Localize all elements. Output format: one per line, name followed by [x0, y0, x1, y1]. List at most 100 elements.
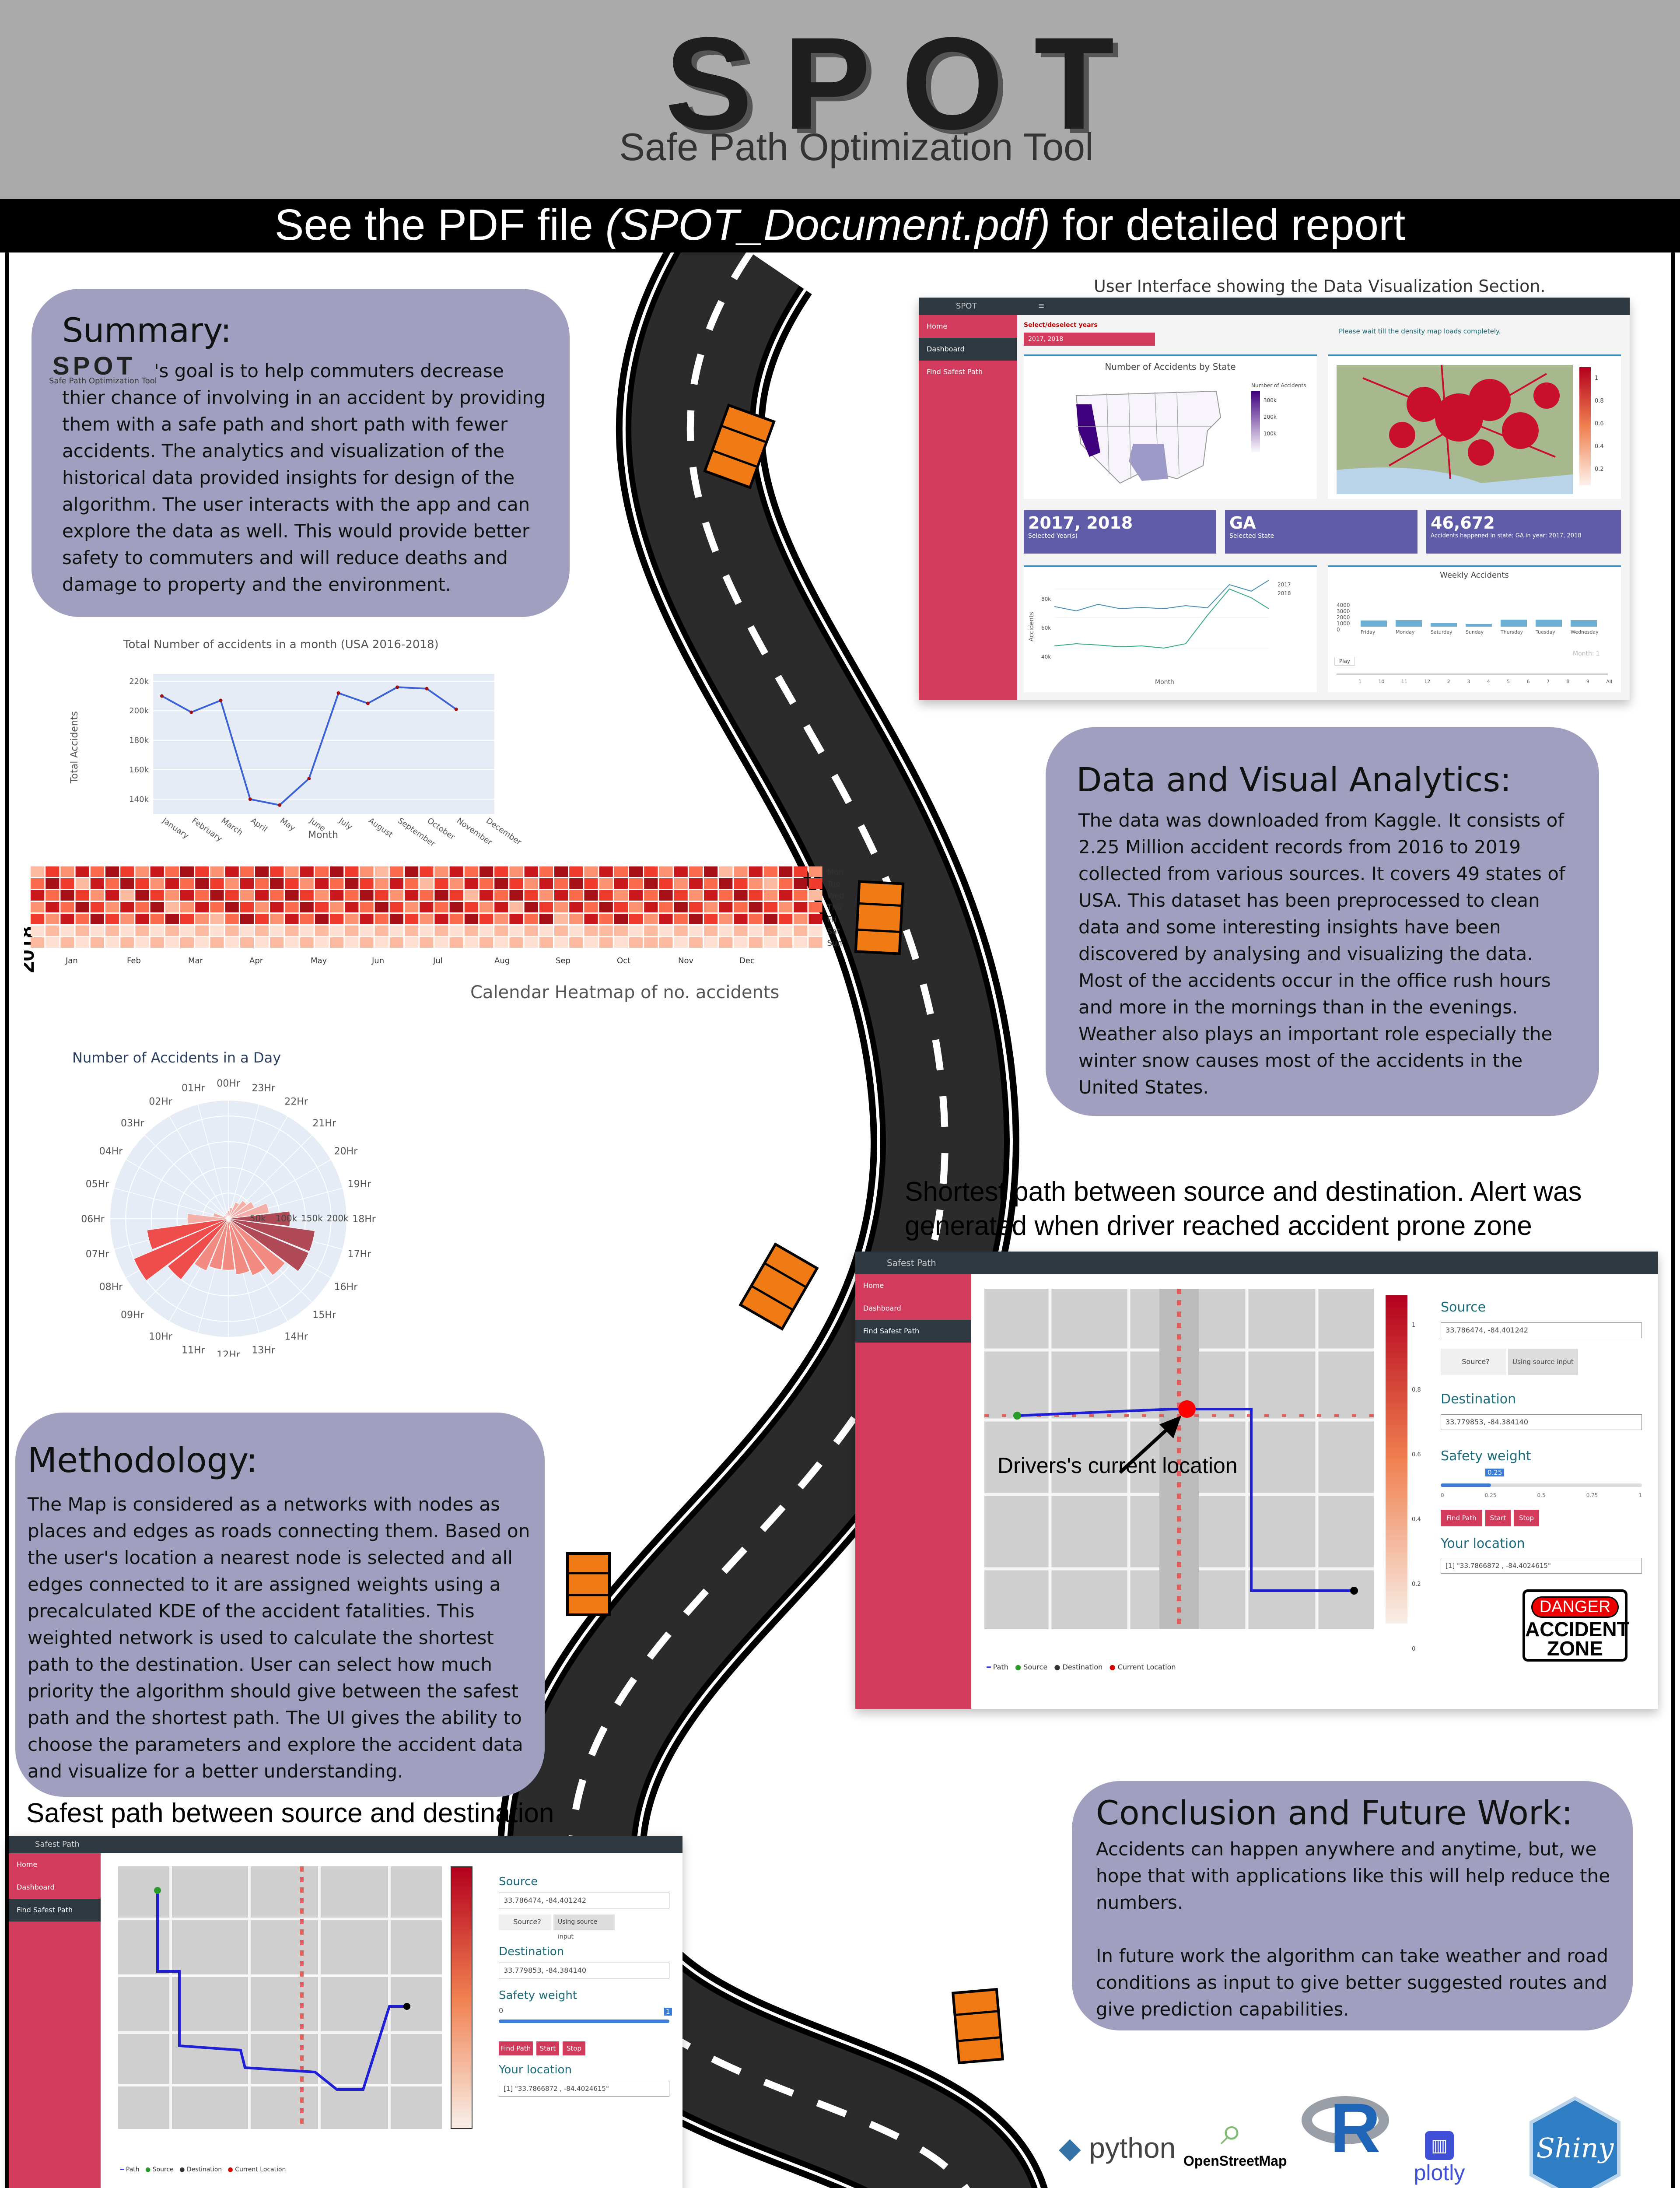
heatmap-cell: [255, 902, 269, 912]
heatmap-cell: [734, 914, 748, 924]
heatmap-cell: [659, 926, 673, 936]
shortest-nav-find[interactable]: Find Safest Path: [855, 1320, 971, 1343]
banner-file: (SPOT_Document.pdf): [605, 200, 1050, 249]
heatmap-cell: [704, 878, 718, 889]
safest-source-button[interactable]: Source?: [499, 1914, 551, 1930]
safest-nav-find[interactable]: Find Safest Path: [9, 1899, 101, 1922]
safest-find-path-button[interactable]: Find Path: [499, 2041, 533, 2055]
safest-legend-current: Current Location: [235, 2166, 286, 2173]
shortest-legend-source: Source: [1023, 1663, 1048, 1671]
heatmap-cell: [749, 890, 763, 901]
california-state[interactable]: [1076, 404, 1100, 457]
heatmap-cell: [494, 902, 508, 912]
density-map-panel: 1 0.8 0.6 0.4 0.2: [1328, 354, 1621, 499]
safest-dest-input[interactable]: 33.779853, -84.384140: [499, 1963, 669, 1978]
safest-nav-dashboard[interactable]: Dashboard: [17, 1883, 55, 1891]
heatmap-cell: [374, 866, 388, 877]
heatmap-month-label: Dec: [739, 956, 755, 965]
heatmap-cell: [539, 866, 553, 877]
shortest-stop-button[interactable]: Stop: [1514, 1510, 1539, 1526]
value-box-accidents: 46,672 Accidents happened in state: GA i…: [1426, 510, 1621, 554]
heatmap-cell: [644, 866, 658, 877]
heatmap-cell: [315, 937, 329, 948]
shortest-nav-dashboard[interactable]: Dashboard: [863, 1304, 901, 1312]
heatmap-cell: [569, 902, 583, 912]
safest-nav-home[interactable]: Home: [17, 1860, 38, 1869]
heatmap-cell: [285, 937, 299, 948]
monthly-chart-title: Total Number of accidents in a month (US…: [123, 638, 439, 651]
state-map-legend-title: Number of Accidents: [1251, 382, 1306, 389]
shortest-nav-home[interactable]: Home: [863, 1281, 884, 1290]
dashboard-nav-home[interactable]: Home: [927, 322, 948, 330]
shortest-location-output: [1] "33.7866872 , -84.4024615": [1441, 1558, 1642, 1574]
heatmap-cell: [449, 937, 463, 948]
usa-choropleth[interactable]: [1068, 378, 1225, 492]
heatmap-cell: [434, 926, 448, 936]
car-icon: [566, 1552, 611, 1616]
heatmap-cell: [689, 902, 703, 912]
monthly-xtick: April: [249, 816, 269, 834]
heatmap-cell: [689, 866, 703, 877]
polar-spoke: [228, 1116, 288, 1219]
safest-source-toggle[interactable]: Using source input: [553, 1914, 615, 1940]
shortest-safety-slider[interactable]: [1441, 1483, 1642, 1487]
polar-bar: [228, 1211, 290, 1227]
shortest-find-path-button[interactable]: Find Path: [1441, 1510, 1482, 1526]
conclusion-text2: In future work the algorithm can take we…: [1096, 1945, 1608, 2020]
weekly-slider-ticks[interactable]: 1 10 11 12 2 3 4 5 6 7 8 9 All: [1358, 679, 1612, 684]
heatmap-cell: [509, 926, 523, 936]
safest-safety-slider[interactable]: [499, 2020, 669, 2023]
summary-title: Summary:: [62, 311, 232, 350]
heatmap-cell: [644, 926, 658, 936]
heatmap-cell: [704, 914, 718, 924]
heatmap-cell: [480, 914, 494, 924]
heatmap-cell: [105, 890, 119, 901]
safest-source-input[interactable]: 33.786474, -84.401242: [499, 1893, 669, 1908]
dashboard-nav-dashboard[interactable]: Dashboard: [919, 338, 1017, 361]
r-logo: R: [1302, 2087, 1389, 2166]
safest-start-button[interactable]: Start: [536, 2041, 559, 2055]
shortest-map[interactable]: Drivers's current location: [984, 1289, 1374, 1629]
polar-hour-label: 21Hr: [312, 1118, 336, 1129]
density-map[interactable]: [1337, 365, 1573, 494]
polar-hour-label: 00Hr: [217, 1078, 241, 1089]
heatmap-cell: [165, 937, 179, 948]
years-select[interactable]: 2017, 2018: [1024, 333, 1155, 346]
safest-map[interactable]: [118, 1866, 442, 2129]
shortest-colorbar: [1386, 1295, 1407, 1623]
weekly-yticks: 4000 3000 2000 1000 0: [1337, 602, 1350, 633]
polar-hour-label: 03Hr: [121, 1118, 145, 1129]
play-button[interactable]: Play: [1334, 657, 1355, 666]
shortest-source-toggle[interactable]: Using source input: [1508, 1349, 1578, 1375]
texas-state[interactable]: [1129, 444, 1168, 481]
heatmap-cell: [405, 866, 419, 877]
dashboard-nav-find[interactable]: Find Safest Path: [927, 368, 983, 376]
heatmap-cell: [360, 937, 374, 948]
heatmap-cell: [674, 866, 688, 877]
menu-icon[interactable]: ≡: [1038, 302, 1045, 311]
heatmap-month-label: Aug: [494, 956, 510, 965]
heatmap-cell: [420, 866, 434, 877]
current-location-annotation: Drivers's current location: [998, 1453, 1238, 1478]
shortest-start-button[interactable]: Start: [1485, 1510, 1511, 1526]
polar-hour-label: 13Hr: [252, 1345, 276, 1356]
heatmap-cell: [90, 926, 104, 936]
shortest-dest-input[interactable]: 33.779853, -84.384140: [1441, 1414, 1642, 1430]
shortest-source-input[interactable]: 33.786474, -84.401242: [1441, 1322, 1642, 1338]
heatmap-cell: [255, 890, 269, 901]
polar-hour-label: 14Hr: [284, 1331, 308, 1342]
heatmap-cell: [210, 878, 224, 889]
heatmap-cell: [90, 902, 104, 912]
heatmap-cell: [509, 902, 523, 912]
heatmap-cell: [794, 937, 808, 948]
safest-source-marker: [154, 1887, 161, 1894]
heatmap-cell: [285, 878, 299, 889]
heatmap-cell: [165, 902, 179, 912]
safest-stop-button[interactable]: Stop: [563, 2041, 585, 2055]
heatmap-cell: [539, 926, 553, 936]
heatmap-cell: [195, 914, 209, 924]
shortest-source-button[interactable]: Source?: [1441, 1349, 1506, 1375]
heatmap-cell: [225, 890, 239, 901]
heatmap-cell: [719, 902, 733, 912]
monthly-plot-bg: [153, 674, 494, 814]
